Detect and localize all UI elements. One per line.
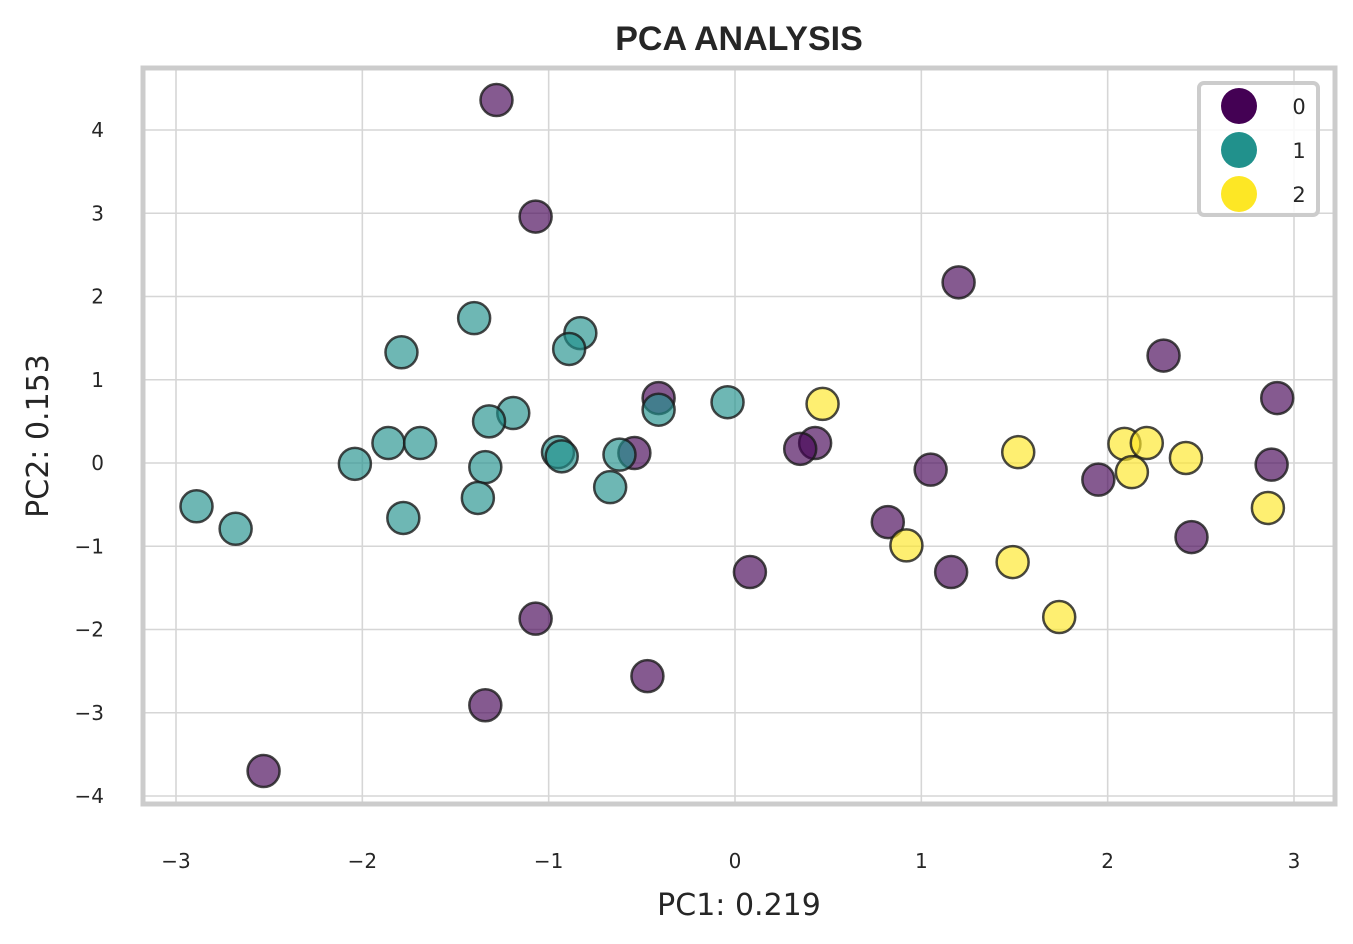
x-tick-label: 1 <box>915 849 928 873</box>
scatter-point-class-0 <box>518 199 553 234</box>
scatter-point-class-1 <box>460 480 496 516</box>
legend-label: 0 <box>1292 95 1305 119</box>
scatter-point-class-0 <box>1146 338 1181 373</box>
scatter-point-class-2 <box>995 544 1030 580</box>
scatter-point-class-1 <box>710 384 745 420</box>
x-tick-label: 0 <box>729 849 742 873</box>
y-tick-label: 4 <box>91 118 104 142</box>
scatter-point-class-0 <box>518 601 553 636</box>
scatter-point-class-0 <box>468 688 503 723</box>
legend-label: 1 <box>1292 139 1305 163</box>
scatter-point-class-1 <box>592 469 628 505</box>
scatter-point-class-2 <box>1168 440 1204 476</box>
scatter-point-class-0 <box>913 452 948 487</box>
legend-marker-1 <box>1221 132 1257 168</box>
scatter-point-class-0 <box>732 554 768 590</box>
scatter-point-class-0 <box>933 554 969 590</box>
scatter-point-class-1 <box>179 489 214 524</box>
y-tick-label: 0 <box>91 451 104 475</box>
scatter-point-class-1 <box>551 331 587 367</box>
y-tick-label: −1 <box>75 534 104 558</box>
scatter-point-class-1 <box>386 500 421 536</box>
scatter-point-class-1 <box>337 446 373 482</box>
scatter-points <box>179 82 1295 789</box>
scatter-point-class-2 <box>889 528 924 563</box>
scatter-point-class-1 <box>641 392 676 427</box>
scatter-point-class-0 <box>630 658 665 694</box>
scatter-point-class-2 <box>1000 434 1036 470</box>
scatter-point-class-2 <box>1129 425 1165 461</box>
scatter-point-class-1 <box>471 404 507 439</box>
scatter-point-class-1 <box>402 425 438 461</box>
scatter-point-class-0 <box>782 431 818 467</box>
x-tick-label: 3 <box>1288 849 1301 873</box>
chart-title: PCA ANALYSIS <box>615 20 863 58</box>
scatter-point-class-0 <box>1259 380 1295 416</box>
scatter-point-class-0 <box>246 753 281 789</box>
scatter-point-class-0 <box>1081 462 1116 497</box>
legend-marker-0 <box>1221 88 1257 124</box>
scatter-point-class-0 <box>941 265 976 300</box>
y-tick-label: −4 <box>75 784 104 808</box>
x-tick-labels: −3 −2 −1 0 1 2 3 <box>161 849 1300 873</box>
scatter-point-class-0 <box>870 504 906 540</box>
y-tick-labels: −4 −3 −2 −1 0 1 2 3 4 <box>75 118 104 808</box>
scatter-point-class-0 <box>479 82 514 118</box>
y-tick-label: 3 <box>91 201 104 225</box>
y-axis-label: PC2: 0.153 <box>21 354 56 518</box>
x-tick-label: −1 <box>534 849 563 873</box>
legend: 0 1 2 <box>1197 81 1320 217</box>
scatter-point-class-1 <box>384 335 419 370</box>
y-tick-label: −3 <box>75 701 104 725</box>
scatter-point-class-2 <box>1114 454 1150 490</box>
plot-frame <box>140 65 1338 807</box>
x-tick-label: −2 <box>348 849 377 873</box>
scatter-point-class-1 <box>456 300 492 336</box>
y-tick-label: −2 <box>75 618 104 642</box>
scatter-point-class-1 <box>218 511 253 547</box>
x-tick-label: −3 <box>161 849 190 873</box>
y-tick-label: 2 <box>91 285 104 309</box>
scatter-point-class-1 <box>468 449 503 485</box>
x-axis-label: PC1: 0.219 <box>657 888 821 923</box>
scatter-point-class-2 <box>1041 599 1077 635</box>
scatter-point-class-1 <box>602 437 637 472</box>
y-tick-label: 1 <box>91 368 104 392</box>
scatter-point-class-0 <box>1254 447 1289 482</box>
scatter-point-class-2 <box>1250 490 1286 526</box>
scatter-point-class-0 <box>1174 519 1209 555</box>
legend-marker-2 <box>1221 176 1257 212</box>
x-tick-label: 2 <box>1101 849 1114 873</box>
legend-label: 2 <box>1292 183 1305 207</box>
scatter-point-class-2 <box>805 386 840 422</box>
scatter-point-class-1 <box>544 439 579 474</box>
scatter-point-class-1 <box>371 425 406 461</box>
